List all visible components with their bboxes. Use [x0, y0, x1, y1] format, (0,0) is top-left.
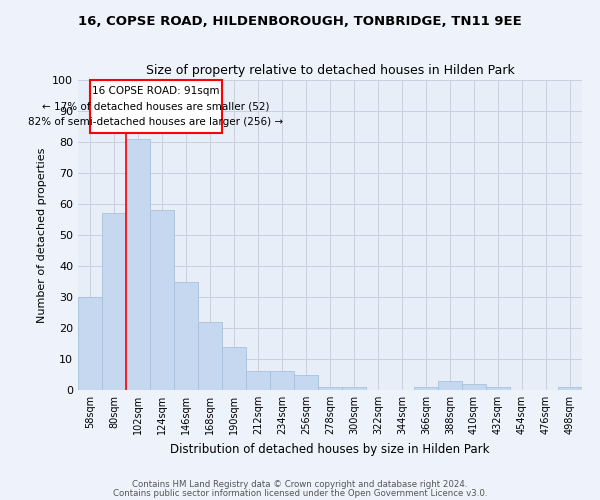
Bar [126, 139, 150, 390]
Bar [102, 214, 126, 390]
Title: Size of property relative to detached houses in Hilden Park: Size of property relative to detached ho… [146, 64, 514, 78]
Bar [462, 384, 486, 390]
Bar [174, 282, 198, 390]
Text: 16 COPSE ROAD: 91sqm: 16 COPSE ROAD: 91sqm [92, 86, 220, 96]
Bar [198, 322, 222, 390]
Bar [246, 372, 270, 390]
Bar [438, 380, 462, 390]
Bar [318, 387, 342, 390]
FancyBboxPatch shape [90, 80, 222, 132]
Bar [486, 387, 510, 390]
Bar [150, 210, 174, 390]
Text: Contains HM Land Registry data © Crown copyright and database right 2024.: Contains HM Land Registry data © Crown c… [132, 480, 468, 489]
Text: ← 17% of detached houses are smaller (52): ← 17% of detached houses are smaller (52… [42, 102, 270, 112]
Text: 82% of semi-detached houses are larger (256) →: 82% of semi-detached houses are larger (… [28, 117, 284, 127]
Bar [558, 387, 582, 390]
Bar [222, 346, 246, 390]
Text: 16, COPSE ROAD, HILDENBOROUGH, TONBRIDGE, TN11 9EE: 16, COPSE ROAD, HILDENBOROUGH, TONBRIDGE… [78, 15, 522, 28]
Text: Contains public sector information licensed under the Open Government Licence v3: Contains public sector information licen… [113, 489, 487, 498]
Bar [342, 387, 366, 390]
Bar [414, 387, 438, 390]
Bar [294, 374, 318, 390]
X-axis label: Distribution of detached houses by size in Hilden Park: Distribution of detached houses by size … [170, 442, 490, 456]
Y-axis label: Number of detached properties: Number of detached properties [37, 148, 47, 322]
Bar [78, 297, 102, 390]
Bar [270, 372, 294, 390]
